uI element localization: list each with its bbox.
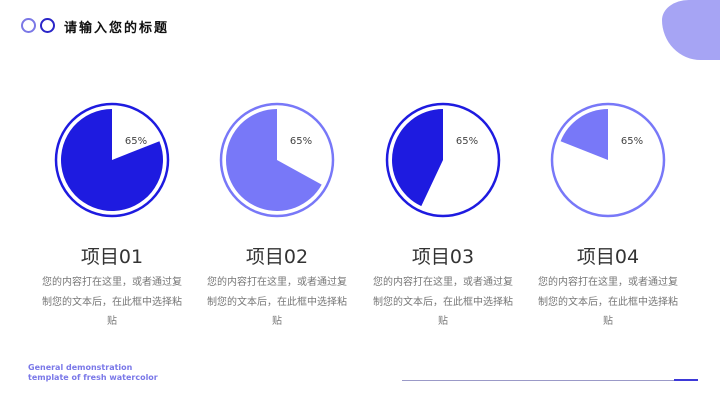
item-card-4: 65% 项目04 您的内容打在这里，或者通过复制您的文本后，在此框中选择粘贴 <box>525 100 691 332</box>
pie-label: 65% <box>290 136 312 147</box>
pie-label: 65% <box>125 136 147 147</box>
item-description: 您的内容打在这里，或者通过复制您的文本后，在此框中选择粘贴 <box>373 277 513 327</box>
pie-chart: 65% <box>219 102 335 218</box>
footer-line-2: template of fresh watercolor <box>28 373 158 382</box>
footer-line-1: General demonstration <box>28 363 133 372</box>
pie-label: 65% <box>621 136 643 147</box>
item-title: 项目04 <box>576 246 640 268</box>
divider <box>402 380 697 381</box>
pie-slice <box>61 109 163 211</box>
pie-slice <box>226 109 322 211</box>
pie-label: 65% <box>456 136 478 147</box>
circle-icon <box>21 18 36 33</box>
item-title: 项目03 <box>411 246 475 268</box>
item-title: 项目01 <box>80 246 144 268</box>
pie-chart: 65% <box>550 102 666 218</box>
pie-chart: 65% <box>54 102 170 218</box>
item-description: 您的内容打在这里，或者通过复制您的文本后，在此框中选择粘贴 <box>207 277 347 327</box>
item-description: 您的内容打在这里，或者通过复制您的文本后，在此框中选择粘贴 <box>42 277 182 327</box>
item-card-3: 65% 项目03 您的内容打在这里，或者通过复制您的文本后，在此框中选择粘贴 <box>360 100 526 332</box>
pie-slice <box>560 109 608 160</box>
item-title: 项目02 <box>245 246 309 268</box>
decorative-circle <box>662 0 720 60</box>
footer-caption: General demonstration template of fresh … <box>28 363 158 383</box>
item-card-2: 65% 项目02 您的内容打在这里，或者通过复制您的文本后，在此框中选择粘贴 <box>194 100 360 332</box>
page-title: 请输入您的标题 <box>64 21 170 36</box>
item-description: 您的内容打在这里，或者通过复制您的文本后，在此框中选择粘贴 <box>538 277 678 327</box>
item-card-1: 65% 项目01 您的内容打在这里，或者通过复制您的文本后，在此框中选择粘贴 <box>29 100 195 332</box>
pie-chart: 65% <box>385 102 501 218</box>
circle-icon <box>40 18 55 33</box>
pie-slice <box>392 109 443 207</box>
divider-accent <box>674 379 698 381</box>
